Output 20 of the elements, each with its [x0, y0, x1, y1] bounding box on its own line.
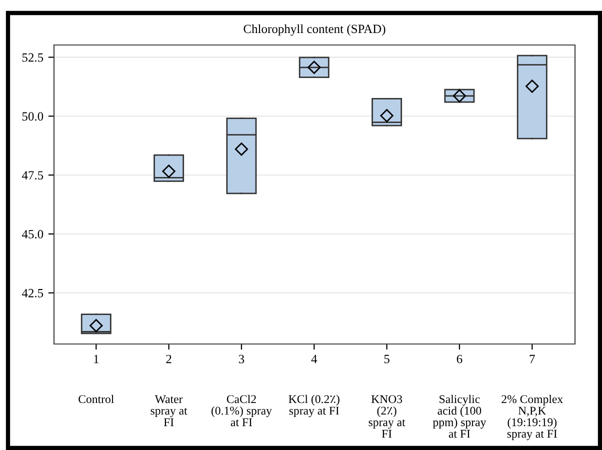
text: KNO3 (2٪) spray at FI	[368, 395, 406, 438]
chart-title: Chlorophyll content (SPAD)	[244, 24, 386, 36]
text: 2% Complex N,P,K (19:19:19) spray at FI	[502, 394, 563, 440]
x-tick-label: 3	[238, 354, 244, 364]
x-tick-label: 4	[311, 354, 318, 364]
y-tick-label: 42.5	[22, 288, 44, 298]
x-tick-label: 2	[166, 354, 172, 364]
x-tick-label: 1	[94, 354, 99, 364]
y-tick-label: 50.0	[22, 112, 44, 121]
y-tick-label: 45.0	[22, 230, 44, 238]
x-tick-label: 6	[456, 354, 462, 364]
text: KCl (0.2٪) spray at FI	[288, 394, 340, 418]
y-tick-label: 47.5	[22, 171, 44, 180]
x-tick-label: 7	[530, 354, 535, 364]
text: CaCl2 (0.1%) spray at FI	[212, 394, 272, 426]
x-tick-label: 5	[384, 354, 390, 364]
y-tick-label: 52.5	[22, 53, 44, 62]
text: Control	[78, 394, 114, 404]
text: Salicylic acid (100 ppm) spray at FI	[432, 394, 486, 438]
text: Water spray at FI	[150, 395, 188, 426]
